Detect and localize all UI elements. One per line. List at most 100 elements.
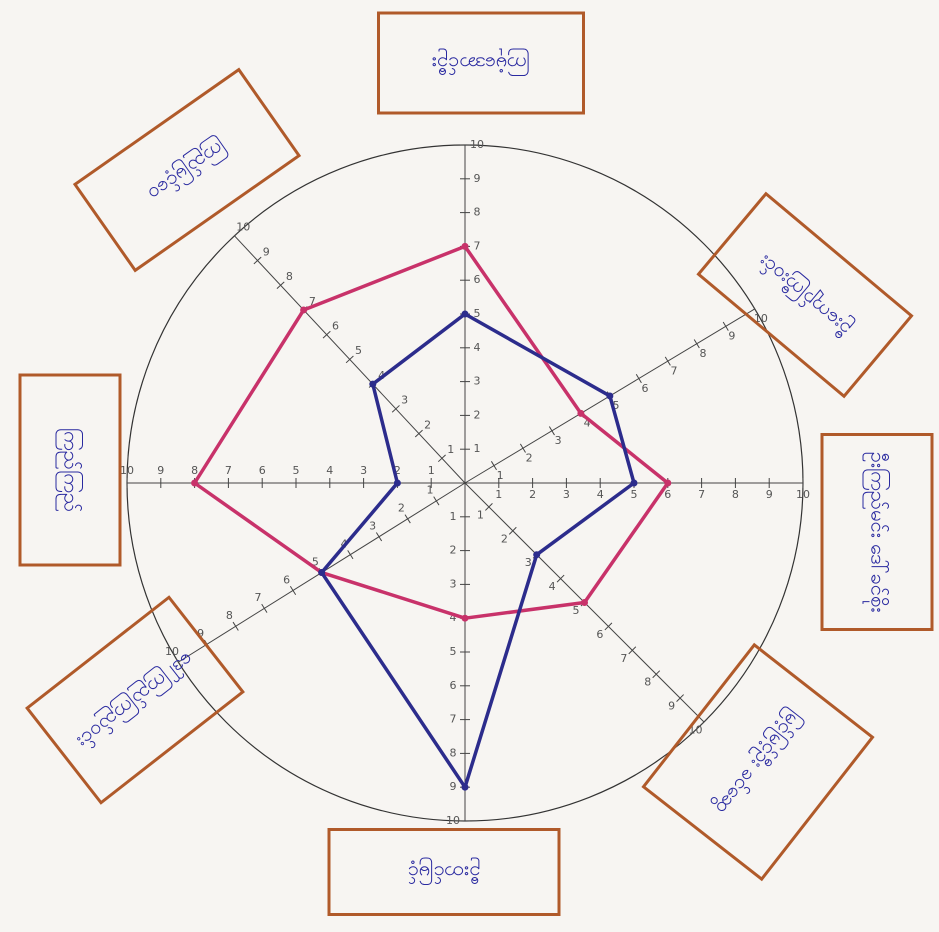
series-line xyxy=(192,244,670,620)
label-box: ဒေါ်ကြည်ကြည်ဝင်း xyxy=(25,595,245,805)
label-box: ဦးကြည်မင်း ဒေါ်ခင်စိုး xyxy=(820,433,934,631)
tick-label: 4 xyxy=(549,580,556,593)
tick-label: 1 xyxy=(474,442,481,455)
tick-label: 6 xyxy=(474,273,481,286)
tick-label: 5 xyxy=(450,645,457,658)
tick-label: 5 xyxy=(474,307,481,320)
box-frame xyxy=(377,11,585,115)
axis-label: ဦးတင်မြင့် xyxy=(408,858,481,886)
box-frame xyxy=(18,373,122,567)
box-frame xyxy=(696,191,914,399)
tick-mark xyxy=(391,405,400,413)
tick-label: 6 xyxy=(332,319,339,332)
tick-mark xyxy=(693,339,700,349)
data-point xyxy=(461,614,469,622)
data-point xyxy=(461,242,469,250)
tick-mark xyxy=(261,603,268,613)
tick-label: 6 xyxy=(664,488,671,501)
tick-label: 3 xyxy=(525,556,532,569)
box-frame xyxy=(327,828,561,916)
tick-mark xyxy=(751,304,758,314)
tick-label: 10 xyxy=(165,645,179,658)
tick-mark xyxy=(548,426,555,436)
tick-label: 10 xyxy=(470,138,484,151)
tick-label: 3 xyxy=(401,394,408,407)
tick-label: 10 xyxy=(120,464,134,477)
tick-label: 1 xyxy=(447,443,454,456)
tick-label: 5 xyxy=(631,488,638,501)
box-frame xyxy=(641,642,875,882)
tick-label: 4 xyxy=(326,464,333,477)
tick-label: 9 xyxy=(766,488,773,501)
axis-label: ဒေါ်ကြည်ကြည်ဝင်း xyxy=(70,645,199,754)
data-point xyxy=(191,479,199,487)
axis-label: ကြည်ကြည် xyxy=(56,428,84,513)
data-point xyxy=(581,599,589,607)
tick-mark xyxy=(322,330,331,339)
tick-label: 8 xyxy=(699,347,706,360)
axis-label: ဦးကြည်မင်း ဒေါ်ခင်စိုး xyxy=(863,452,891,613)
tick-mark xyxy=(490,461,497,471)
tick-label: 10 xyxy=(446,814,460,827)
tick-mark xyxy=(676,694,684,702)
box-frame xyxy=(820,433,934,631)
tick-label: 2 xyxy=(450,544,457,557)
axis-label: ကြည်မြင့်ဝေ xyxy=(142,132,232,207)
tick-label: 7 xyxy=(698,488,705,501)
tick-mark xyxy=(175,657,182,667)
tick-label: 3 xyxy=(474,375,481,388)
tick-mark xyxy=(347,550,354,560)
tick-mark xyxy=(253,256,262,265)
tick-label: 9 xyxy=(157,464,164,477)
tick-label: 2 xyxy=(424,418,431,431)
tick-label: 1 xyxy=(428,464,435,477)
tick-mark xyxy=(289,585,297,595)
tick-label: 8 xyxy=(226,609,233,622)
data-point xyxy=(630,479,638,487)
tick-mark xyxy=(700,718,708,726)
tick-label: 6 xyxy=(642,382,649,395)
tick-mark xyxy=(628,646,637,655)
tick-mark xyxy=(635,374,642,384)
tick-label: 7 xyxy=(450,713,457,726)
tick-mark xyxy=(664,356,671,366)
label-box: ကြည်ကြည် xyxy=(18,373,122,567)
tick-label: 5 xyxy=(613,399,620,412)
tick-mark xyxy=(485,503,493,511)
data-point xyxy=(393,479,401,487)
data-point xyxy=(461,310,469,318)
tick-mark xyxy=(437,454,446,463)
tick-label: 3 xyxy=(450,577,457,590)
tick-mark xyxy=(345,355,354,364)
tick-mark xyxy=(433,496,440,506)
tick-label: 8 xyxy=(732,488,739,501)
data-point xyxy=(461,783,469,791)
tick-label: 2 xyxy=(394,464,401,477)
axis-label: ဦးကျော်ကြီးဝင်း xyxy=(753,247,858,341)
tick-label: 8 xyxy=(286,270,293,283)
tick-label: 4 xyxy=(474,341,481,354)
tick-mark xyxy=(722,321,729,331)
tick-label: 10 xyxy=(236,221,250,234)
label-box: ဦးကျော်ကြီးဝင်း xyxy=(696,191,914,399)
tick-label: 4 xyxy=(597,488,604,501)
tick-label: 3 xyxy=(555,434,562,447)
tick-label: 10 xyxy=(796,488,810,501)
tick-label: 4 xyxy=(450,611,457,624)
tick-mark xyxy=(652,670,661,679)
tick-mark xyxy=(230,232,239,240)
tick-label: 1 xyxy=(450,510,457,523)
tick-label: 2 xyxy=(398,502,405,515)
tick-label: 1 xyxy=(497,469,504,482)
axis-label: ကြမုံအောင်ဦး xyxy=(432,49,530,77)
tick-mark xyxy=(232,621,239,631)
tick-mark xyxy=(519,443,526,453)
tick-label: 8 xyxy=(191,464,198,477)
tick-label: 3 xyxy=(369,520,376,533)
tick-mark xyxy=(414,429,423,438)
tick-label: 8 xyxy=(644,676,651,689)
data-point xyxy=(300,306,308,314)
tick-label: 7 xyxy=(474,239,481,252)
label-box: မြင့်မြင့်ဦး ခင်ဆွေ xyxy=(641,642,875,882)
tick-label: 9 xyxy=(728,330,735,343)
